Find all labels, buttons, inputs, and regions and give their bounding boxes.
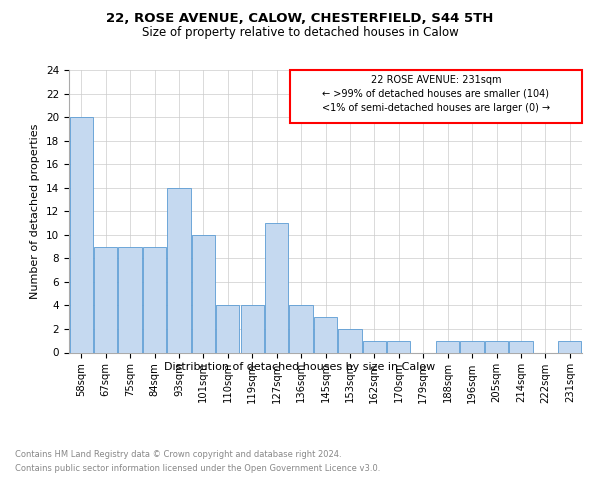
Bar: [289, 306, 313, 352]
Bar: [509, 340, 533, 352]
Bar: [558, 340, 581, 352]
Bar: [167, 188, 191, 352]
Bar: [216, 306, 239, 352]
Text: 22 ROSE AVENUE: 231sqm: 22 ROSE AVENUE: 231sqm: [371, 76, 501, 86]
Bar: [241, 306, 264, 352]
Bar: [460, 340, 484, 352]
Text: 22, ROSE AVENUE, CALOW, CHESTERFIELD, S44 5TH: 22, ROSE AVENUE, CALOW, CHESTERFIELD, S4…: [106, 12, 494, 26]
Bar: [70, 117, 93, 352]
Text: Size of property relative to detached houses in Calow: Size of property relative to detached ho…: [142, 26, 458, 39]
Text: Contains HM Land Registry data © Crown copyright and database right 2024.: Contains HM Land Registry data © Crown c…: [15, 450, 341, 459]
Bar: [436, 340, 459, 352]
Bar: [94, 246, 117, 352]
Bar: [314, 317, 337, 352]
Text: Distribution of detached houses by size in Calow: Distribution of detached houses by size …: [164, 362, 436, 372]
Y-axis label: Number of detached properties: Number of detached properties: [31, 124, 40, 299]
Text: ← >99% of detached houses are smaller (104): ← >99% of detached houses are smaller (1…: [322, 88, 549, 98]
Text: <1% of semi-detached houses are larger (0) →: <1% of semi-detached houses are larger (…: [322, 103, 550, 113]
Bar: [338, 329, 362, 352]
Bar: [387, 340, 410, 352]
FancyBboxPatch shape: [290, 70, 581, 123]
Bar: [143, 246, 166, 352]
Bar: [485, 340, 508, 352]
Text: Contains public sector information licensed under the Open Government Licence v3: Contains public sector information licen…: [15, 464, 380, 473]
Bar: [118, 246, 142, 352]
Bar: [192, 235, 215, 352]
Bar: [363, 340, 386, 352]
Bar: [265, 223, 288, 352]
